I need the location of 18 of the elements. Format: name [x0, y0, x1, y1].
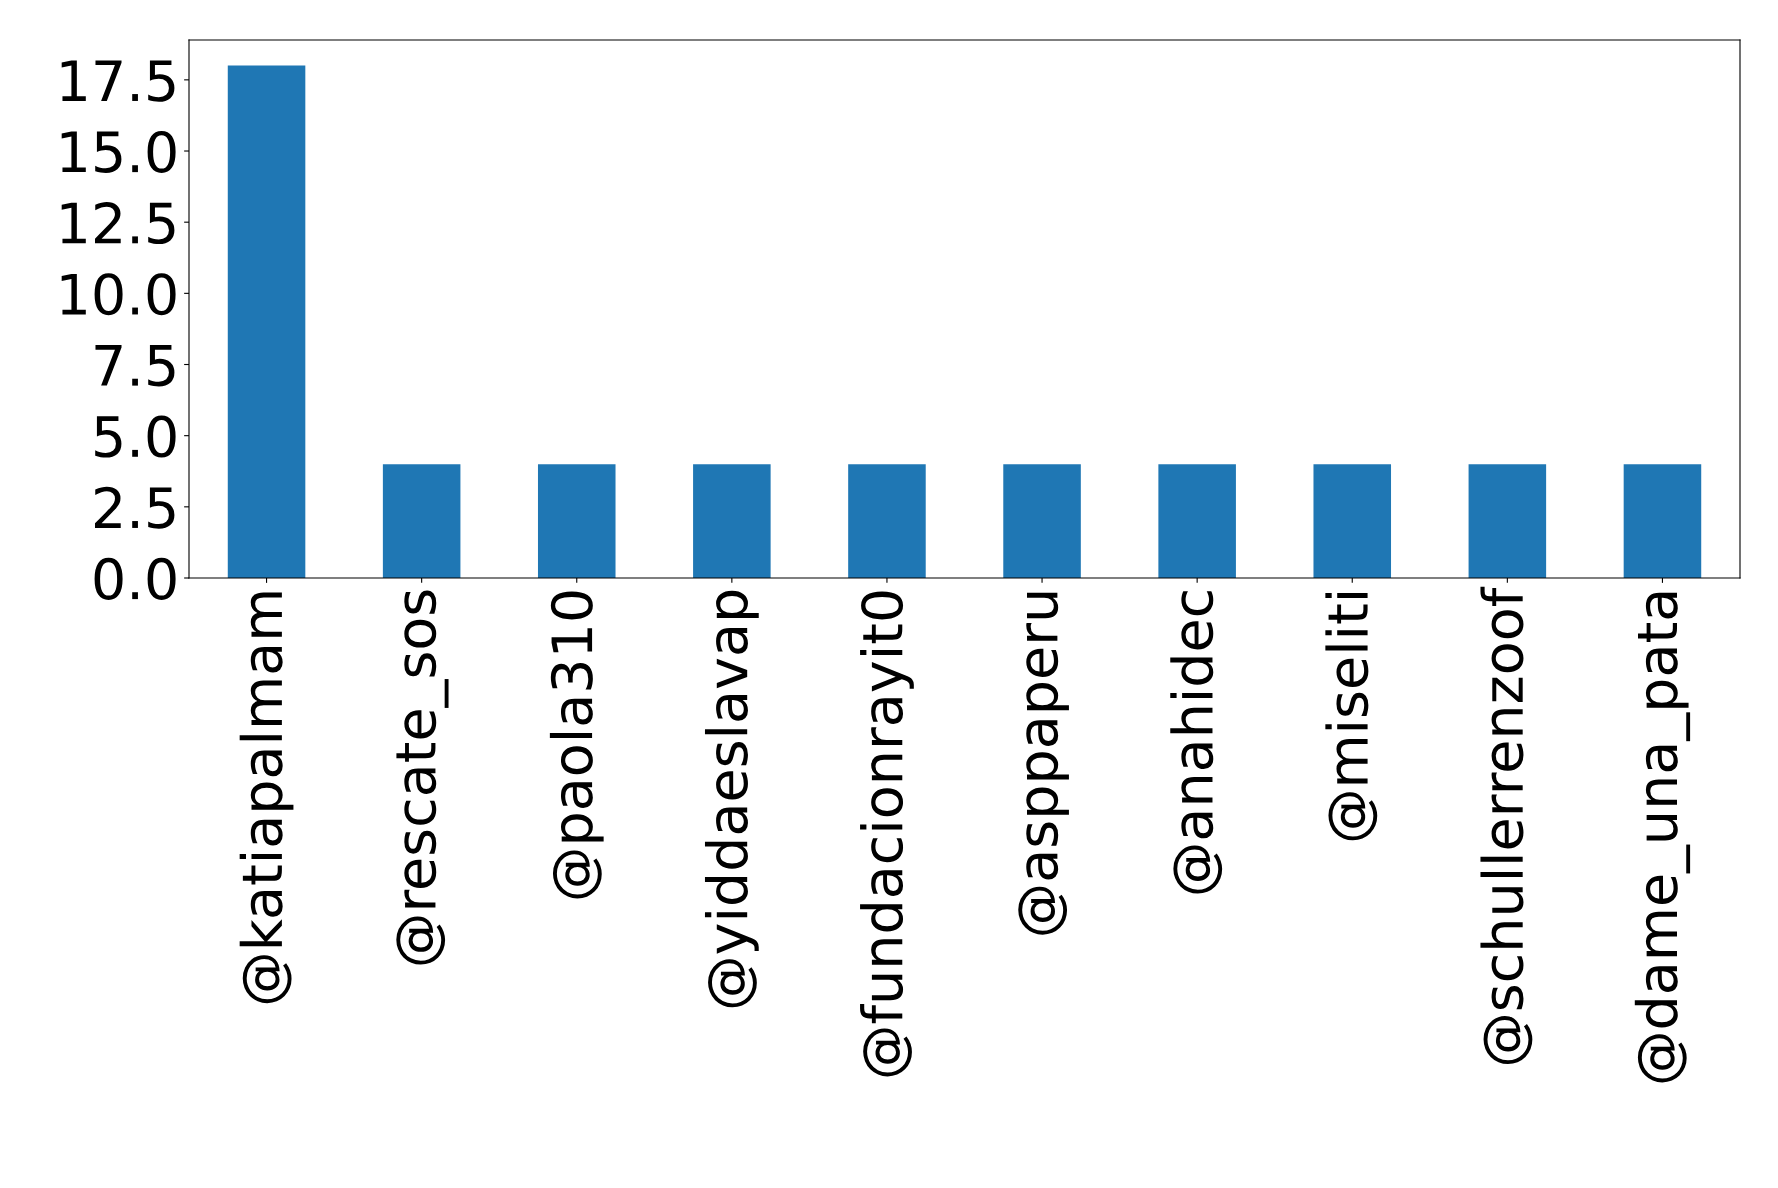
y-tick-label: 0.0 [94, 557, 176, 600]
y-tick-label: 5.0 [95, 415, 176, 458]
x-tick-label: @asppaperu [1018, 592, 1069, 935]
x-tick-label: @fundacionrayit0 [860, 591, 914, 1077]
x-tick-label: @rescate_sos [396, 590, 449, 965]
y-tick-label: 15.0 [61, 130, 176, 173]
y-tick-label: 10.0 [61, 273, 176, 316]
y-tick-label: 17.5 [61, 60, 175, 102]
y-tick-label: 12.5 [61, 202, 175, 245]
x-tick-label: @dame_una_pata [1634, 592, 1691, 1083]
x-tick-label: @schullerrenzoof [1480, 586, 1533, 1065]
x-tick-label: @yiddaeslavap [704, 590, 759, 1008]
x-tick-label: @anahidec [1170, 591, 1223, 894]
y-tick-label: 7.5 [95, 345, 175, 387]
x-tick-label: @miseliti [1325, 592, 1378, 841]
x-tick-label: @paola310 [549, 591, 604, 899]
y-tick-label: 2.5 [95, 486, 175, 529]
x-tick-label: @katiapalmam [239, 592, 294, 1004]
